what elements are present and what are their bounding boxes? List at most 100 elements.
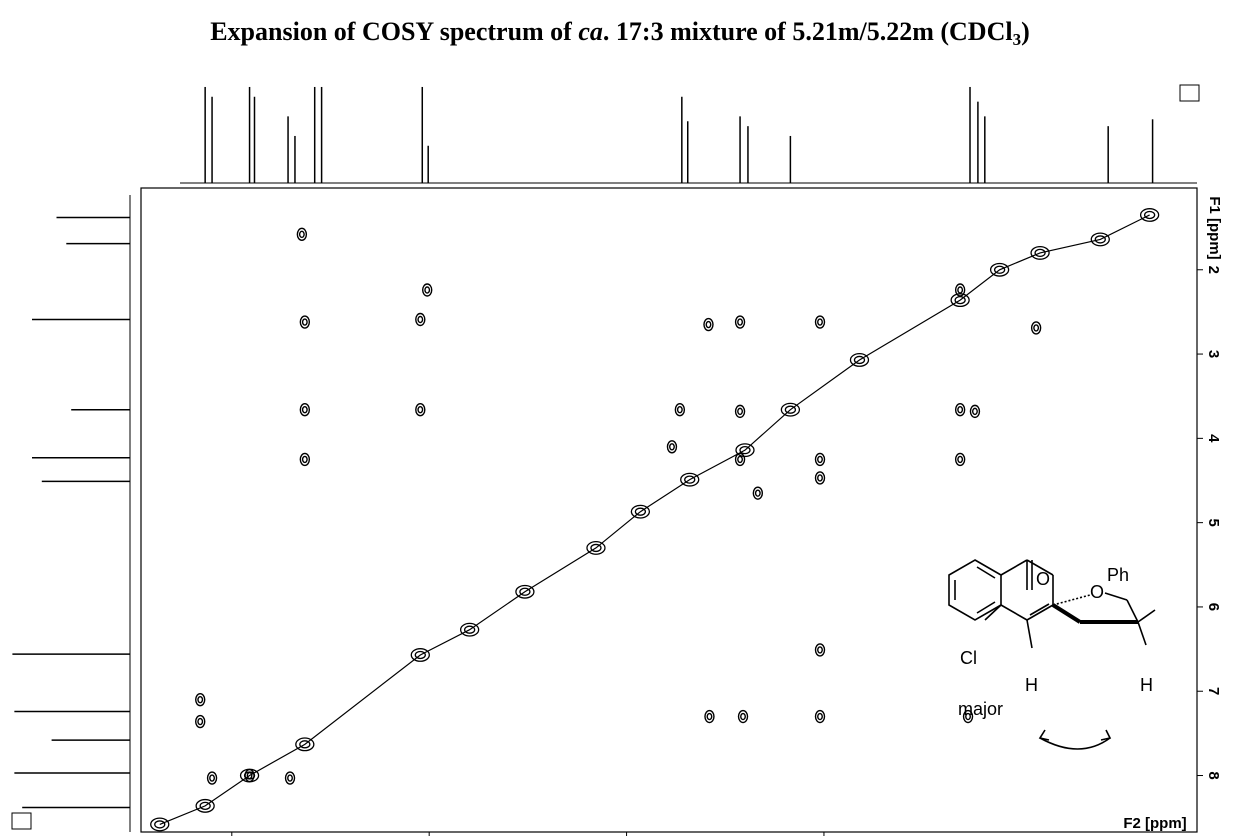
y-tick-label: 3: [1205, 350, 1222, 358]
cross-peak: [705, 320, 712, 329]
diagonal-peak: [780, 402, 801, 417]
cross-peak: [298, 230, 305, 239]
cross-peak: [417, 405, 424, 414]
structure-label: H: [1025, 675, 1038, 695]
cross-peak: [287, 774, 293, 782]
cross-peak: [814, 315, 826, 329]
cross-peak: [674, 402, 686, 417]
cross-peak: [1030, 321, 1042, 335]
structure-label: H: [1140, 675, 1153, 695]
diagonal-peak: [1094, 235, 1106, 244]
cross-peak: [424, 286, 431, 294]
diagonal-peak: [299, 740, 311, 749]
cross-peak: [704, 709, 715, 724]
cross-peak: [817, 474, 823, 482]
diagonal-peak: [849, 353, 870, 367]
diagonal-peak: [680, 472, 700, 487]
y-tick-label: 7: [1205, 687, 1222, 695]
cross-peak: [703, 317, 714, 332]
cross-peak: [971, 407, 978, 416]
structure-label: Ph: [1107, 565, 1129, 585]
diagonal-peak: [295, 737, 315, 752]
cross-peak: [301, 405, 308, 414]
cross-peak: [195, 714, 206, 729]
cross-peak: [299, 315, 311, 329]
diagonal-peak: [1143, 210, 1156, 220]
cross-peak: [299, 452, 311, 467]
cross-peak: [737, 709, 749, 724]
y-tick-label: 2: [1205, 266, 1222, 274]
cross-peak: [422, 283, 433, 297]
diagonal-peak: [684, 475, 696, 484]
y-tick-label: 5: [1205, 518, 1222, 526]
cross-peak: [666, 440, 678, 454]
cross-peak: [957, 286, 964, 294]
cross-peak: [197, 717, 204, 726]
diagonal-peak: [1139, 208, 1160, 222]
cross-peak: [962, 709, 974, 724]
x-axis-label: F2 [ppm]: [1123, 815, 1186, 832]
diagonal-peak: [993, 265, 1006, 274]
diagonal-peak: [989, 262, 1010, 277]
diagonal-peak: [784, 405, 797, 414]
title-part: ): [1021, 17, 1030, 46]
cross-peak: [244, 768, 255, 783]
structure-label: O: [1090, 582, 1104, 602]
cross-peak: [415, 402, 426, 417]
cross-peak: [740, 712, 746, 721]
cross-peak: [954, 283, 966, 297]
cross-peak: [957, 405, 964, 414]
y-tick-label: 8: [1205, 771, 1222, 779]
cross-peak: [737, 318, 744, 326]
cross-peak: [301, 318, 308, 326]
chart-title: Expansion of COSY spectrum of ca. 17:3 m…: [210, 17, 1030, 49]
diagonal-peak: [414, 650, 426, 660]
cross-peak: [734, 452, 746, 467]
cross-peak: [965, 712, 971, 721]
diagonal-peak: [463, 625, 476, 634]
diagonal-peak: [515, 584, 535, 599]
diagonal-peak: [950, 293, 970, 308]
cross-peak: [197, 695, 204, 704]
cross-peak: [195, 692, 206, 707]
diagonal-peak: [410, 648, 430, 662]
title-part: 3: [1013, 30, 1022, 49]
diagonal-peak: [459, 622, 480, 637]
title-part: Expansion of COSY spectrum of: [210, 17, 578, 46]
diagonal-peak: [519, 587, 531, 596]
cross-peak: [817, 455, 823, 464]
diagonal-peak: [150, 817, 170, 832]
cross-peak: [301, 455, 308, 464]
cross-peak: [706, 712, 713, 721]
cross-peak: [206, 771, 218, 785]
cross-peak: [417, 315, 424, 324]
cross-peak: [814, 643, 826, 657]
corner-box: [1179, 84, 1200, 102]
cross-peak: [817, 712, 823, 721]
y-tick-label: 6: [1205, 603, 1222, 611]
corner-box: [11, 812, 32, 830]
diagonal-peak: [590, 543, 602, 553]
cross-peak: [299, 402, 311, 417]
cross-peak: [814, 709, 826, 724]
plot-frame: [140, 187, 1198, 833]
cross-peak: [814, 471, 826, 485]
cross-peak: [957, 455, 964, 464]
diagonal-peak: [154, 820, 166, 829]
cross-peak: [737, 455, 744, 464]
cross-peak: [1033, 324, 1040, 332]
diagonal-peak: [853, 355, 866, 365]
cross-peak: [415, 312, 426, 327]
cross-peak: [209, 774, 216, 782]
cross-peak: [954, 452, 966, 467]
structure-label: O: [1036, 569, 1050, 589]
cross-peak: [737, 407, 744, 416]
cross-peak: [814, 452, 826, 467]
y-tick-label: 4: [1205, 434, 1222, 443]
cross-peak: [296, 227, 308, 242]
cross-peak: [817, 646, 823, 654]
structure-caption: major: [958, 699, 1003, 719]
title-part: ca: [578, 17, 603, 46]
cross-peak: [752, 486, 764, 500]
cross-peak: [754, 489, 761, 497]
